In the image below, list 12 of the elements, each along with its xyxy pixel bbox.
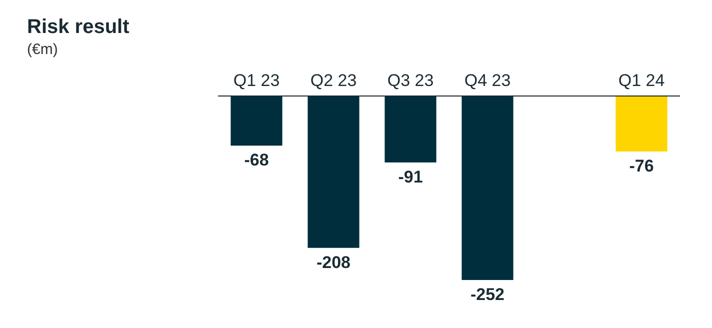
data-label: -208: [316, 252, 351, 272]
x-tick-label: Q3 23: [387, 71, 434, 90]
data-label: -76: [629, 156, 654, 176]
data-label: -68: [244, 150, 269, 170]
x-tick-label: Q1 24: [618, 71, 665, 90]
text: (€m): [27, 41, 58, 58]
data-label: -91: [398, 167, 423, 186]
data-label: -252: [470, 285, 505, 304]
chart-title: Risk result: [27, 16, 130, 38]
x-tick-label: Q1 23: [233, 71, 280, 90]
x-tick-label: Q4 23: [464, 71, 511, 90]
x-tick-label: Q2 23: [310, 71, 357, 90]
